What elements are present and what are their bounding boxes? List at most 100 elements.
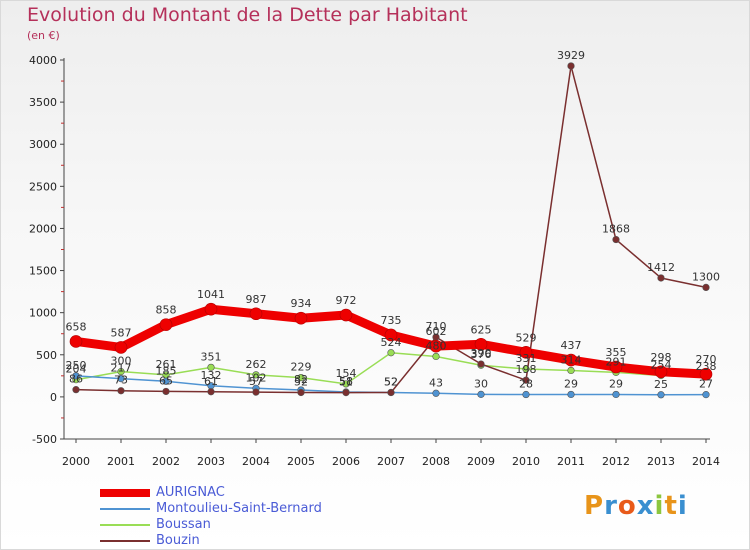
data-point — [117, 387, 125, 395]
data-label: 3929 — [557, 49, 585, 62]
x-tick-label: 2006 — [332, 455, 360, 468]
data-point — [657, 274, 665, 282]
data-point — [252, 371, 260, 379]
data-point — [567, 366, 575, 375]
y-tick-label: 2500 — [29, 180, 57, 193]
data-label: 102 — [246, 371, 267, 384]
x-tick-label: 2012 — [602, 455, 630, 468]
legend-label: Bouzin — [156, 533, 200, 548]
data-label: 658 — [66, 320, 87, 333]
data-label: 52 — [294, 376, 308, 389]
data-label: 65 — [159, 374, 173, 387]
x-tick-label: 2005 — [287, 455, 315, 468]
data-point — [387, 388, 395, 397]
data-label: 625 — [471, 323, 492, 336]
data-point — [522, 365, 530, 373]
data-point — [702, 283, 710, 292]
data-point — [429, 339, 443, 353]
data-label: 710 — [426, 320, 447, 333]
logo-letter: i — [654, 491, 665, 521]
logo-letter: P — [584, 491, 605, 521]
data-label: 61 — [204, 375, 218, 388]
data-label: 529 — [516, 331, 537, 344]
data-point — [342, 388, 350, 397]
data-label: 355 — [606, 346, 627, 359]
data-label: 270 — [696, 353, 717, 366]
data-point — [114, 341, 128, 354]
data-point — [207, 363, 215, 371]
x-tick-label: 2011 — [557, 455, 585, 468]
y-tick-label: 1000 — [29, 307, 57, 320]
data-label: 524 — [381, 336, 402, 349]
data-point — [612, 235, 620, 244]
data-label: 602 — [426, 325, 447, 338]
data-point — [609, 360, 623, 374]
data-point — [252, 388, 260, 396]
data-point — [432, 389, 440, 397]
data-label: 25 — [654, 378, 668, 391]
legend-swatch — [100, 508, 150, 510]
data-point — [297, 374, 305, 382]
legend-swatch — [100, 540, 150, 542]
data-point — [117, 375, 125, 383]
data-point — [519, 346, 533, 359]
x-tick-label: 2000 — [62, 455, 90, 468]
data-label: 29 — [564, 377, 578, 390]
proxiti-logo: Proxiti — [584, 491, 688, 521]
data-point — [204, 302, 218, 316]
data-point — [432, 352, 440, 361]
data-label: 376 — [471, 348, 492, 361]
y-tick-label: 3500 — [29, 96, 57, 109]
data-label: 735 — [381, 314, 402, 327]
data-point — [612, 390, 620, 399]
data-point — [657, 391, 665, 399]
data-label: 254 — [651, 358, 672, 371]
chart-title: Evolution du Montant de la Dette par Hab… — [27, 4, 468, 26]
legend-label: Boussan — [156, 517, 211, 532]
data-label: 390 — [471, 347, 492, 360]
y-tick-label: 3000 — [29, 138, 57, 151]
data-label: 972 — [336, 294, 357, 307]
logo-letter: i — [677, 491, 688, 521]
y-tick-label: 4000 — [29, 54, 57, 67]
y-tick-label: 2000 — [29, 222, 57, 235]
data-label: 57 — [249, 375, 263, 388]
data-point — [297, 388, 305, 397]
data-point — [207, 388, 215, 396]
chart-unit-label: (en €) — [27, 29, 60, 42]
data-point — [522, 390, 530, 399]
legend-label: Montoulieu-Saint-Bernard — [156, 501, 322, 516]
x-tick-label: 2001 — [107, 455, 135, 468]
data-point — [654, 365, 668, 379]
y-tick-label: 1500 — [29, 265, 57, 278]
data-label: 298 — [651, 351, 672, 364]
data-label: 204 — [66, 363, 87, 376]
data-point — [162, 377, 170, 385]
data-label: 28 — [519, 378, 533, 391]
data-label: 291 — [606, 355, 627, 368]
data-point — [564, 353, 578, 367]
data-label: 229 — [291, 361, 312, 374]
data-label: 185 — [156, 364, 177, 377]
x-tick-label: 2009 — [467, 455, 495, 468]
data-label: 30 — [474, 377, 488, 390]
y-tick-label: 500 — [36, 349, 57, 362]
data-label: 238 — [696, 360, 717, 373]
legend-swatch — [100, 524, 150, 526]
data-label: 587 — [111, 326, 132, 339]
data-label: 480 — [426, 339, 447, 352]
data-label: 331 — [516, 352, 537, 365]
x-tick-label: 2013 — [647, 455, 675, 468]
data-label: 314 — [561, 353, 582, 366]
data-label: 1868 — [602, 223, 630, 236]
data-point — [339, 308, 353, 322]
data-point — [567, 390, 575, 399]
x-tick-label: 2004 — [242, 455, 270, 468]
y-tick-label: -500 — [32, 433, 57, 446]
data-label: 1300 — [692, 270, 720, 283]
x-tick-label: 2014 — [692, 455, 720, 468]
data-point — [474, 337, 488, 351]
data-point — [477, 360, 485, 368]
data-label: 351 — [201, 350, 222, 363]
data-point — [159, 318, 173, 331]
